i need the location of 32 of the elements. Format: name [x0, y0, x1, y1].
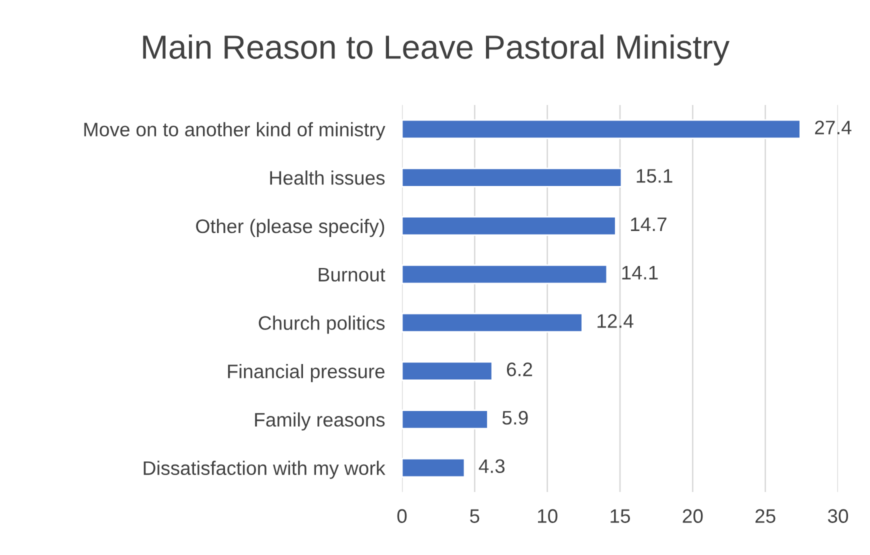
- data-label: 5.9: [502, 410, 528, 425]
- x-tick-label: 5: [470, 509, 480, 523]
- x-tick-label: 25: [756, 509, 776, 523]
- x-tick-label: 30: [828, 509, 848, 523]
- data-label: 6.2: [506, 362, 532, 376]
- data-label: 4.3: [478, 459, 505, 474]
- x-tick-label: 10: [538, 509, 558, 523]
- data-label: 15.1: [636, 169, 672, 183]
- bar: [402, 312, 583, 333]
- bar: [402, 410, 488, 430]
- bar: [402, 168, 622, 188]
- y-tick-label: Other (please specify): [196, 218, 384, 238]
- y-tick-label: Church politics: [258, 316, 385, 334]
- bar: [402, 361, 493, 381]
- y-tick-label: Burnout: [318, 268, 386, 282]
- y-tick-label: Move on to another kind of ministry: [84, 122, 386, 140]
- data-label: 12.4: [598, 314, 634, 328]
- y-tick-label: Family reasons: [255, 412, 385, 431]
- data-label: 27.4: [815, 120, 852, 134]
- chart-title: Main Reason to Leave Pastoral Ministry: [143, 34, 730, 66]
- data-label: 14.7: [631, 218, 666, 231]
- x-tick-label: 15: [610, 509, 630, 523]
- x-tick-label: 0: [397, 509, 407, 523]
- x-tick-label: 20: [682, 509, 703, 523]
- data-label: 14.1: [622, 266, 658, 280]
- bar: [402, 458, 466, 478]
- bar: [402, 119, 801, 140]
- y-tick-label: Health issues: [270, 170, 385, 185]
- y-tick-label: Dissatisfaction with my work: [144, 460, 386, 479]
- bar: [402, 264, 608, 284]
- y-tick-label: Financial pressure: [228, 364, 384, 382]
- bar: [402, 216, 616, 236]
